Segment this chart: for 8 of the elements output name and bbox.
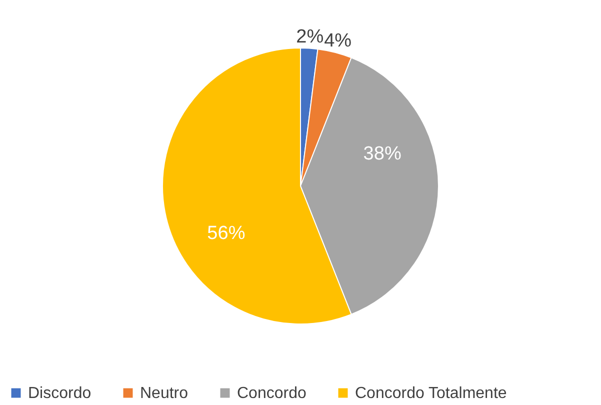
legend-label: Concordo xyxy=(237,385,306,402)
data-label: 56% xyxy=(207,223,246,244)
legend-label: Concordo Totalmente xyxy=(355,385,507,402)
legend-label: Neutro xyxy=(140,385,188,402)
data-label: 2% xyxy=(296,26,324,48)
data-label: 38% xyxy=(363,144,402,165)
data-label: 4% xyxy=(324,30,352,52)
legend-label: Discordo xyxy=(28,385,92,402)
